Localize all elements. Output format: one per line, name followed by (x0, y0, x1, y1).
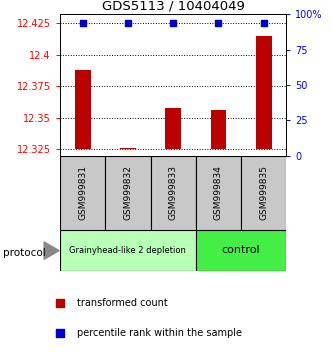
Text: control: control (222, 245, 260, 256)
Text: protocol: protocol (3, 248, 46, 258)
Text: GSM999831: GSM999831 (78, 165, 87, 221)
Bar (75, 70, 91, 149)
Title: GDS5113 / 10404049: GDS5113 / 10404049 (102, 0, 245, 13)
Point (125, 20, 131, 26)
Polygon shape (44, 242, 59, 259)
Bar (165, 108, 181, 149)
Bar (120, 148, 136, 149)
Text: Grainyhead-like 2 depletion: Grainyhead-like 2 depletion (70, 246, 186, 255)
Bar (196, 156, 241, 230)
Point (57, 300, 63, 306)
Bar (60, 230, 196, 271)
Bar (196, 230, 286, 271)
Text: transformed count: transformed count (77, 298, 168, 308)
Bar (256, 36, 272, 149)
Point (261, 20, 266, 26)
Point (57, 330, 63, 336)
Point (80, 20, 85, 26)
Point (170, 20, 176, 26)
Bar (60, 156, 105, 230)
Text: GSM999833: GSM999833 (168, 165, 178, 221)
Bar (210, 110, 226, 149)
Point (216, 20, 221, 26)
Bar (105, 156, 151, 230)
Text: GSM999834: GSM999834 (214, 165, 223, 221)
Text: GSM999832: GSM999832 (123, 165, 133, 221)
Bar (241, 156, 286, 230)
Text: percentile rank within the sample: percentile rank within the sample (77, 327, 242, 338)
Bar (151, 156, 196, 230)
Text: GSM999835: GSM999835 (259, 165, 268, 221)
